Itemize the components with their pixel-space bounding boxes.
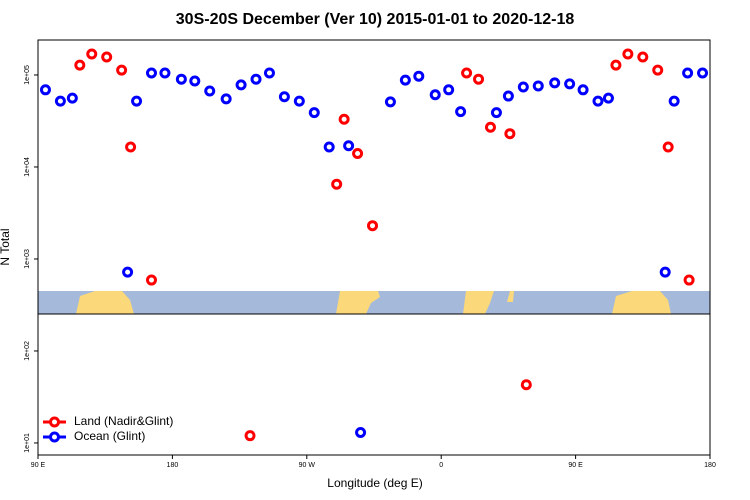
point bbox=[331, 178, 343, 190]
ocean-band bbox=[38, 291, 710, 314]
point bbox=[473, 73, 485, 85]
point bbox=[502, 90, 514, 102]
point bbox=[116, 64, 128, 76]
point bbox=[235, 79, 247, 91]
land-band bbox=[507, 291, 514, 302]
point bbox=[652, 64, 664, 76]
point bbox=[159, 67, 171, 79]
point bbox=[384, 96, 396, 108]
point bbox=[602, 92, 614, 104]
point bbox=[517, 81, 529, 93]
point bbox=[278, 91, 290, 103]
chart-title: 30S-20S December (Ver 10) 2015-01-01 to … bbox=[176, 11, 575, 28]
point bbox=[338, 113, 350, 125]
point bbox=[443, 84, 455, 96]
x-tick-label: 90 E bbox=[31, 462, 46, 469]
y-tick-label: 1e+02 bbox=[24, 341, 31, 361]
point bbox=[504, 128, 516, 140]
y-tick-label: 1e+04 bbox=[24, 157, 31, 177]
land-band bbox=[612, 291, 671, 314]
point bbox=[308, 107, 320, 119]
x-tick-label: 90 W bbox=[299, 462, 316, 469]
point bbox=[668, 95, 680, 107]
y-axis-label: N Total bbox=[0, 228, 12, 265]
point bbox=[429, 89, 441, 101]
legend-label: Ocean (Glint) bbox=[74, 429, 145, 443]
x-tick-label: 180 bbox=[167, 462, 179, 469]
legend-label: Land (Nadir&Glint) bbox=[74, 414, 173, 428]
legend-marker bbox=[49, 416, 60, 428]
legend-marker bbox=[49, 431, 60, 443]
point bbox=[204, 85, 216, 97]
point bbox=[367, 220, 379, 232]
point bbox=[622, 48, 634, 60]
point bbox=[610, 59, 622, 71]
point bbox=[577, 84, 589, 96]
map-band bbox=[38, 291, 710, 314]
y-tick-label: 1e+05 bbox=[24, 65, 31, 85]
point bbox=[189, 75, 201, 87]
point bbox=[250, 73, 262, 85]
land-band bbox=[463, 291, 494, 314]
point bbox=[659, 266, 671, 278]
point bbox=[490, 107, 502, 119]
point bbox=[125, 141, 137, 153]
point bbox=[683, 274, 695, 286]
point bbox=[564, 78, 576, 90]
point bbox=[39, 84, 51, 96]
point bbox=[355, 426, 367, 438]
point bbox=[520, 379, 532, 391]
point bbox=[399, 74, 411, 86]
y-tick-label: 1e+01 bbox=[24, 433, 31, 453]
point bbox=[293, 95, 305, 107]
point bbox=[220, 93, 232, 105]
point bbox=[455, 106, 467, 118]
x-tick-label: 180 bbox=[704, 462, 716, 469]
point bbox=[175, 73, 187, 85]
point bbox=[532, 80, 544, 92]
x-tick-label: 90 E bbox=[568, 462, 583, 469]
point bbox=[413, 70, 425, 82]
point bbox=[101, 51, 113, 63]
point bbox=[263, 67, 275, 79]
point bbox=[697, 67, 709, 79]
point bbox=[74, 59, 86, 71]
point bbox=[343, 140, 355, 152]
point bbox=[66, 92, 78, 104]
point bbox=[145, 67, 157, 79]
point bbox=[244, 430, 256, 442]
point bbox=[637, 51, 649, 63]
point bbox=[352, 148, 364, 160]
legend: Land (Nadir&Glint)Ocean (Glint) bbox=[43, 414, 173, 443]
point bbox=[86, 48, 98, 60]
plot-frame bbox=[37, 39, 711, 456]
land-band bbox=[336, 291, 380, 314]
point bbox=[131, 95, 143, 107]
point bbox=[662, 141, 674, 153]
point bbox=[122, 266, 134, 278]
point bbox=[592, 95, 604, 107]
point bbox=[145, 274, 157, 286]
point bbox=[682, 67, 694, 79]
point bbox=[323, 141, 335, 153]
y-tick-label: 1e+03 bbox=[24, 249, 31, 269]
x-axis-label: Longitude (deg E) bbox=[327, 476, 422, 490]
point bbox=[549, 77, 561, 89]
x-tick-label: 0 bbox=[439, 462, 443, 469]
point bbox=[461, 67, 473, 79]
point bbox=[54, 95, 66, 107]
point bbox=[484, 121, 496, 133]
land-band bbox=[76, 291, 134, 314]
